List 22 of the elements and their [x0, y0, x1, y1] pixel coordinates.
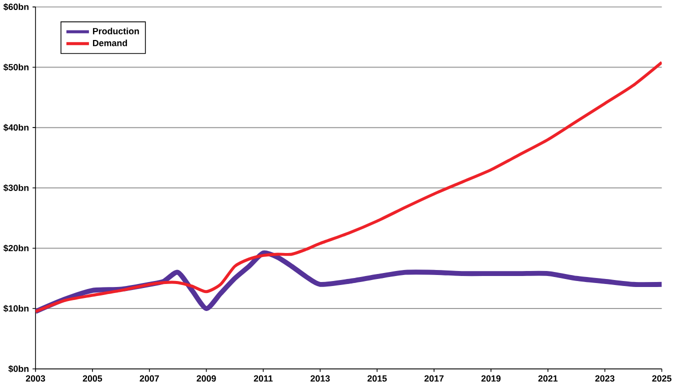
x-tick-label: 2011 — [254, 375, 273, 382]
y-tick-label: $40bn — [3, 124, 29, 132]
x-tick-label: 2015 — [368, 375, 387, 382]
x-tick-label: 2023 — [595, 375, 614, 382]
x-tick-label: 2003 — [26, 375, 46, 382]
y-tick-label: $60bn — [3, 3, 29, 11]
y-tick-label: $0bn — [8, 365, 29, 373]
line-series — [36, 60, 662, 314]
x-tick-label: 2007 — [140, 375, 159, 382]
x-tick-label: 2009 — [196, 375, 216, 382]
legend-label: Demand — [93, 40, 127, 46]
y-tick-label: $20bn — [3, 244, 29, 252]
x-tick-label: 2017 — [424, 375, 444, 382]
y-tick-label: $30bn — [3, 184, 29, 192]
y-tick-label: $50bn — [3, 64, 29, 71]
x-tick-label: 2021 — [538, 375, 558, 382]
x-tick-label: 2019 — [481, 375, 501, 382]
x-tick-label: 2005 — [82, 375, 102, 382]
y-tick-label: $10bn — [3, 304, 29, 312]
legend-label: Production — [93, 28, 139, 34]
x-tick-label: 2025 — [652, 375, 672, 382]
x-tick-label: 2013 — [310, 375, 330, 382]
